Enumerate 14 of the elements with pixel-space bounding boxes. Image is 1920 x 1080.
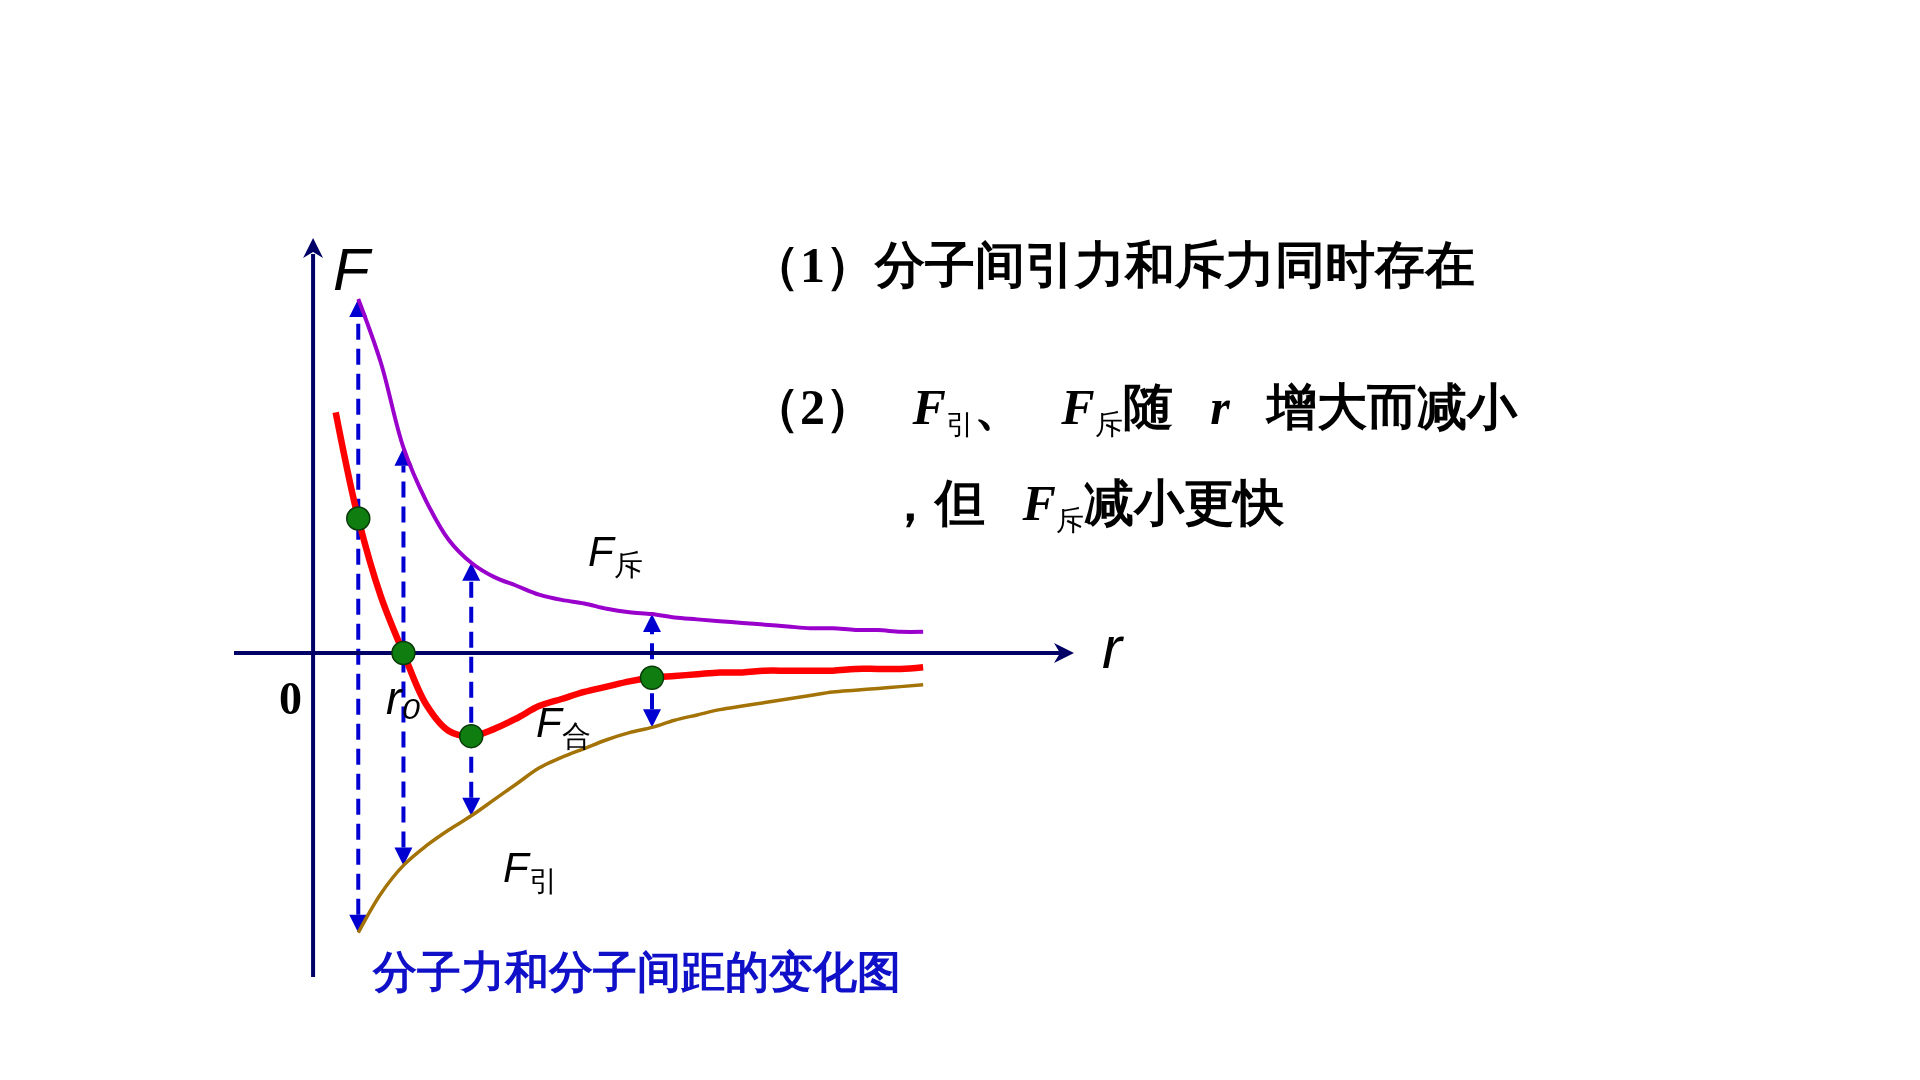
x-tick-label: 0 [278,673,302,725]
point [391,640,416,666]
text: （1）分子间引力和斥力同时存在 [750,236,1475,295]
x-axis-title: r [1102,614,1124,681]
point [639,665,665,691]
series-label: F$_{斥}$ [588,528,643,581]
text: （2） F$_{引}$、 F$_{斥}$随 r 增大而减小，但 F$_{斥}$减小更快 [750,379,1518,536]
x-tick-label: r₀ [386,672,421,725]
text: 分子力和分子间距的变化图 [372,947,902,997]
series-label: F$_{合}$ [536,699,591,752]
point [459,723,484,749]
point [346,506,371,531]
y-axis-title: F [333,236,373,303]
series-label: F$_{引}$ [503,844,558,897]
